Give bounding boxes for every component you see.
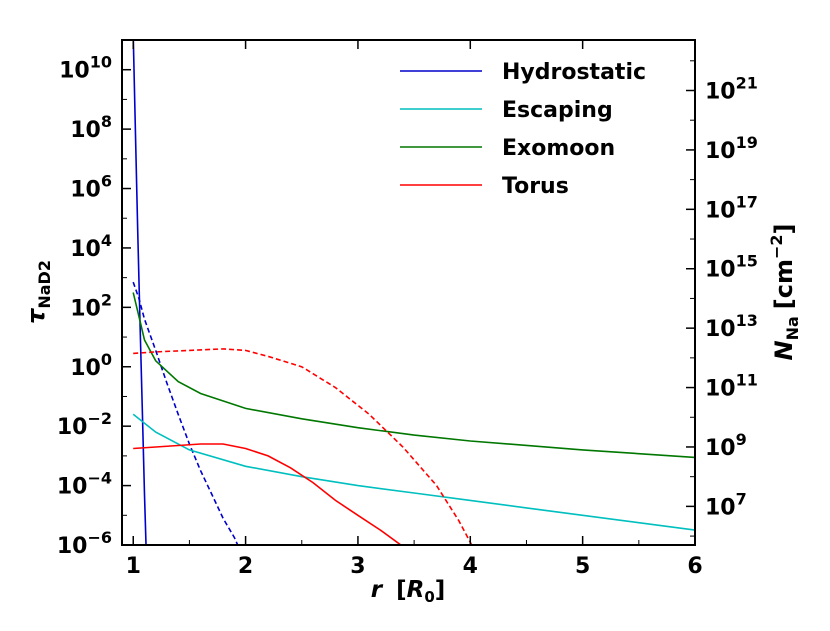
y2-axis-label: NNa [cm−2] — [767, 224, 802, 361]
y-tick-label: 102 — [70, 290, 112, 321]
x-axis-label-unit-subscript: 0 — [424, 588, 434, 606]
x-tick-label: 4 — [463, 554, 478, 579]
x-axis-label-symbol: r — [371, 577, 384, 603]
y2-axis-ticks: 107 109 1011 1013 1015 1017 1019 1021 — [686, 60, 758, 537]
y2-tick-label: 1017 — [705, 192, 758, 223]
y2-tick-label: 1011 — [705, 371, 758, 402]
legend: Hydrostatic Escaping Exomoon Torus — [400, 60, 646, 199]
y-tick-label: 10−2 — [57, 409, 112, 440]
legend-label-escaping: Escaping — [502, 98, 613, 123]
x-axis-ticks: 1 2 3 4 5 6 — [126, 40, 703, 579]
series-hydrostatic-dashed-line — [132, 281, 239, 545]
legend-label-hydrostatic: Hydrostatic — [502, 60, 646, 85]
y-axis-label: τNaD2 — [22, 260, 54, 324]
y2-tick-label: 1021 — [705, 74, 758, 105]
x-tick-label: 6 — [687, 554, 702, 579]
y-tick-label: 106 — [70, 172, 112, 203]
y2-tick-label: 1013 — [705, 311, 758, 342]
y2-axis-label-subscript: Na — [783, 316, 802, 340]
y-axis-label-subscript: NaD2 — [35, 260, 54, 309]
y-tick-label: 10−6 — [57, 528, 112, 559]
y-tick-label: 100 — [70, 350, 112, 381]
y2-axis-label-symbol: N — [770, 340, 798, 360]
y2-tick-label: 107 — [705, 489, 747, 520]
y-tick-label: 108 — [70, 112, 112, 143]
data-curves — [132, 40, 695, 545]
plot-frame — [121, 39, 696, 546]
y-tick-label: 104 — [70, 231, 112, 262]
legend-label-torus: Torus — [502, 174, 569, 199]
y2-tick-label: 1015 — [705, 252, 758, 283]
x-axis-label: r [R0] — [371, 577, 446, 606]
y-axis-label-symbol: τ — [22, 307, 50, 324]
y2-axis-label-bracket-close: ] — [770, 224, 798, 235]
x-axis-label-bracket-close: ] — [435, 577, 446, 603]
y2-axis-label-bracket-open: [ — [770, 298, 798, 309]
y2-tick-label: 109 — [705, 430, 747, 461]
y-tick-label: 1010 — [59, 53, 112, 84]
y2-tick-label: 1019 — [705, 133, 758, 164]
x-axis-label-unit: R — [407, 577, 425, 603]
x-tick-label: 5 — [575, 554, 590, 579]
series-escaping-solid-line — [132, 413, 695, 531]
series-torus-solid-line — [133, 443, 403, 545]
x-tick-label: 2 — [238, 554, 253, 579]
y-axis-ticks: 10−6 10−4 10−2 100 102 104 106 108 1010 — [57, 53, 131, 559]
y-tick-label: 10−4 — [57, 469, 112, 500]
y2-axis-label-unit-superscript: −2 — [767, 234, 786, 259]
x-tick-label: 1 — [126, 554, 141, 579]
x-tick-label: 3 — [350, 554, 365, 579]
series-torus-dashed-line — [133, 348, 473, 545]
series-exomoon-solid-line — [132, 292, 695, 459]
legend-label-exomoon: Exomoon — [502, 136, 615, 161]
x-axis-label-bracket-open: [ — [396, 577, 407, 603]
y2-axis-label-unit: cm — [770, 259, 798, 298]
series-hydrostatic-solid-line — [132, 40, 147, 545]
